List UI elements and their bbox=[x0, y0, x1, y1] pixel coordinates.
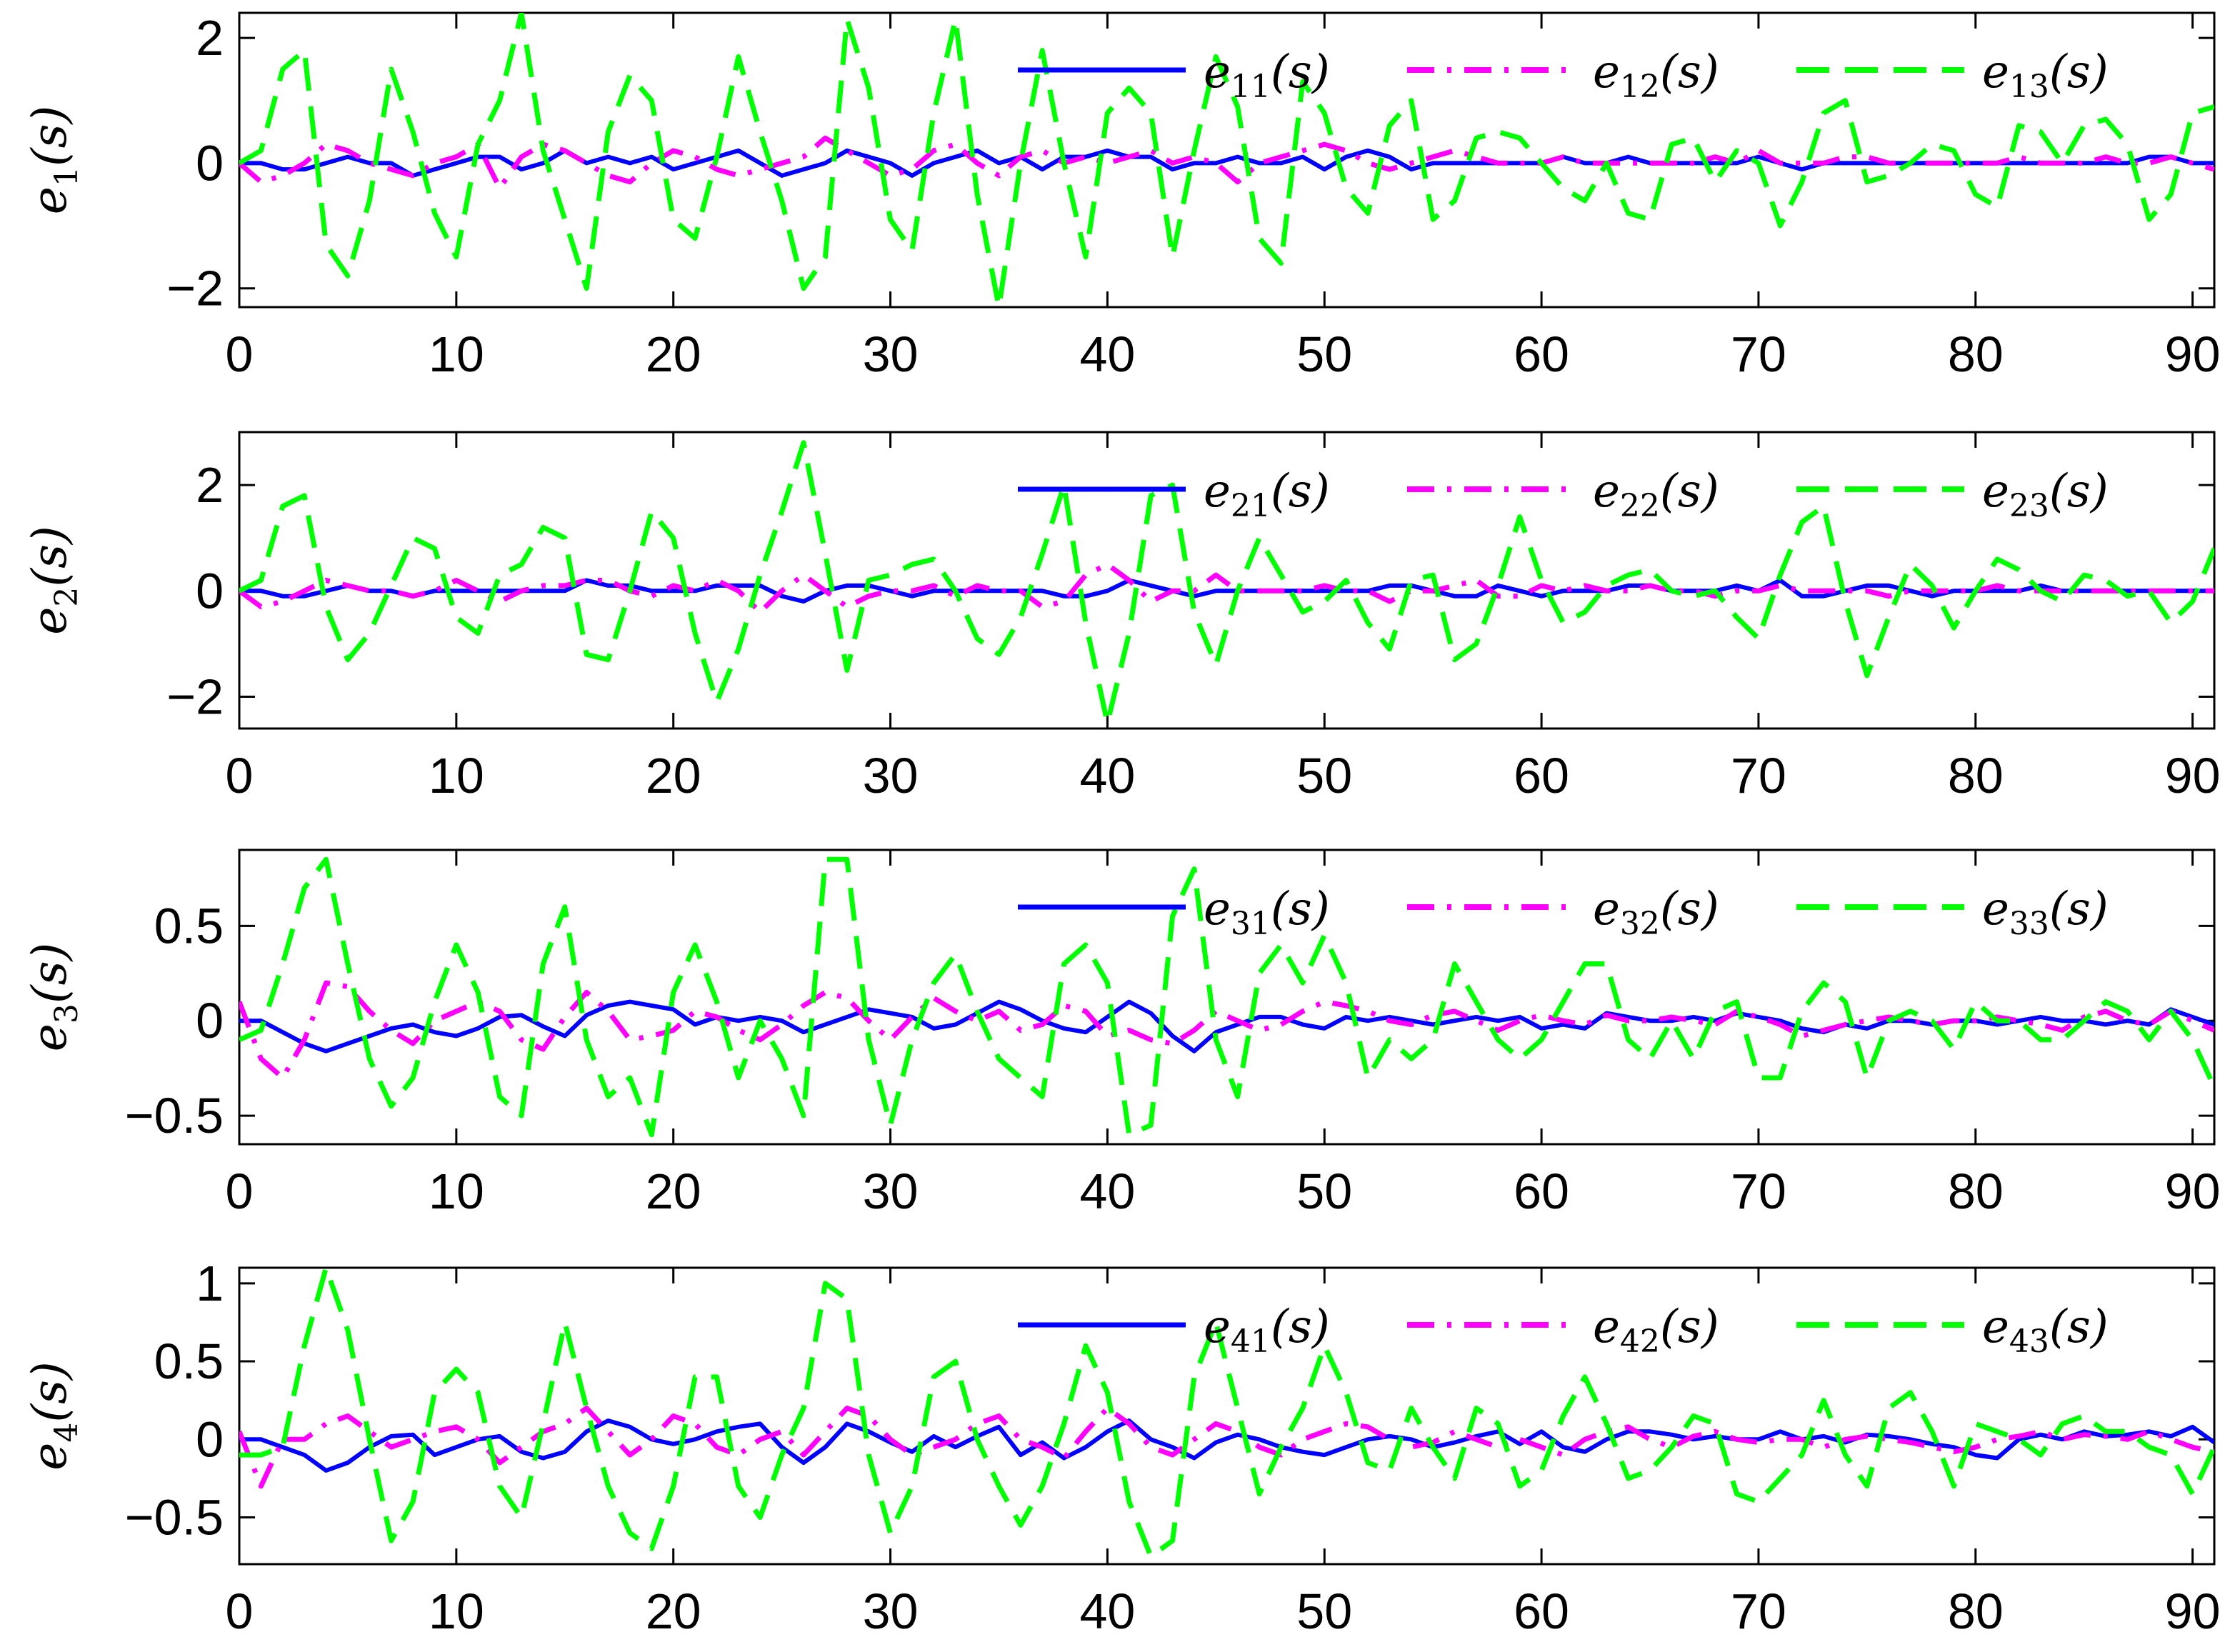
x-tick-label: 40 bbox=[1079, 1583, 1135, 1639]
y-axis-label: e1(s) bbox=[22, 106, 85, 214]
x-tick-label: 60 bbox=[1514, 1163, 1569, 1219]
legend: e11(s) e12(s) e13(s) bbox=[1018, 46, 2109, 105]
y-tick-label: 2 bbox=[196, 457, 224, 513]
legend: e41(s) e42(s) e43(s) bbox=[1018, 1301, 2109, 1360]
series-line-22 bbox=[239, 561, 2214, 615]
x-tick-label: 0 bbox=[226, 1163, 254, 1219]
series-line-12 bbox=[239, 135, 2214, 191]
legend-label-13: e13(s) bbox=[1982, 46, 2109, 105]
legend-label-42: e42(s) bbox=[1593, 1301, 1719, 1360]
y-tick-label: 2 bbox=[196, 10, 224, 66]
x-tick-label: 40 bbox=[1079, 326, 1135, 382]
y-tick-label: 0 bbox=[196, 563, 224, 619]
series-line-31 bbox=[239, 999, 2214, 1053]
x-tick-label: 80 bbox=[1948, 748, 2004, 804]
plot-area bbox=[239, 440, 2214, 726]
x-tick-label: 80 bbox=[1948, 1583, 2004, 1639]
x-tick-label: 90 bbox=[2165, 326, 2221, 382]
legend-label-32: e32(s) bbox=[1593, 883, 1719, 942]
y-tick-label: 0.5 bbox=[154, 898, 224, 953]
x-tick-label: 0 bbox=[226, 1583, 254, 1639]
x-tick-label: 10 bbox=[429, 748, 484, 804]
series-line-21 bbox=[239, 578, 2214, 604]
y-tick-label: 0 bbox=[196, 135, 224, 191]
axes-frame bbox=[238, 848, 2216, 1146]
legend-label-31: e31(s) bbox=[1204, 883, 1330, 942]
legend-label-11: e11(s) bbox=[1204, 46, 1330, 105]
series-line-42 bbox=[239, 1406, 2214, 1489]
x-tick-label: 90 bbox=[2165, 1583, 2221, 1639]
y-tick-label: −0.5 bbox=[125, 1489, 224, 1545]
x-tick-label: 0 bbox=[226, 326, 254, 382]
series-line-23 bbox=[239, 440, 2214, 726]
x-tick-label: 30 bbox=[863, 748, 919, 804]
x-tick-label: 10 bbox=[429, 1583, 484, 1639]
y-tick-label: 0 bbox=[196, 1411, 224, 1467]
legend: e21(s) e22(s) e23(s) bbox=[1018, 465, 2109, 524]
x-tick-label: 90 bbox=[2165, 748, 2221, 804]
y-axis-label: e2(s) bbox=[22, 526, 85, 634]
x-tick-label: 20 bbox=[646, 748, 701, 804]
legend-label-21: e21(s) bbox=[1204, 465, 1330, 524]
plot-area bbox=[239, 13, 2214, 307]
x-tick-label: 20 bbox=[646, 1163, 701, 1219]
x-tick-label: 60 bbox=[1514, 748, 1569, 804]
x-tick-label: 30 bbox=[863, 1583, 919, 1639]
subplot-3: 0 10 20 30 40 50 60 70 80 90−0.500.5e3(s)e31(s) e3… bbox=[22, 848, 2221, 1219]
x-tick-label: 60 bbox=[1514, 326, 1569, 382]
y-axis-label: e3(s) bbox=[22, 943, 85, 1051]
legend-label-33: e33(s) bbox=[1982, 883, 2109, 942]
y-tick-label: −2 bbox=[166, 669, 224, 725]
x-tick-label: 70 bbox=[1731, 1583, 1786, 1639]
x-tick-label: 80 bbox=[1948, 326, 2004, 382]
legend-label-22: e22(s) bbox=[1593, 465, 1719, 524]
x-tick-label: 10 bbox=[429, 326, 484, 382]
x-tick-label: 20 bbox=[646, 326, 701, 382]
x-tick-label: 50 bbox=[1296, 326, 1352, 382]
x-tick-label: 90 bbox=[2165, 1163, 2221, 1219]
x-tick-label: 50 bbox=[1296, 1583, 1352, 1639]
axes-frame bbox=[238, 1266, 2216, 1566]
legend-label-12: e12(s) bbox=[1593, 46, 1719, 105]
x-tick-label: 0 bbox=[226, 748, 254, 804]
y-tick-label: −2 bbox=[166, 261, 224, 316]
series-line-13 bbox=[239, 13, 2214, 307]
y-tick-label: −0.5 bbox=[125, 1088, 224, 1143]
x-tick-label: 70 bbox=[1731, 748, 1786, 804]
x-tick-label: 80 bbox=[1948, 1163, 2004, 1219]
x-tick-label: 60 bbox=[1514, 1583, 1569, 1639]
axes-frame bbox=[238, 11, 2216, 309]
series-line-41 bbox=[239, 1418, 2214, 1473]
x-tick-label: 10 bbox=[429, 1163, 484, 1219]
x-tick-label: 30 bbox=[863, 326, 919, 382]
x-tick-label: 40 bbox=[1079, 1163, 1135, 1219]
x-tick-label: 30 bbox=[863, 1163, 919, 1219]
legend-label-43: e43(s) bbox=[1982, 1301, 2109, 1360]
x-tick-label: 50 bbox=[1296, 1163, 1352, 1219]
legend-label-41: e41(s) bbox=[1204, 1301, 1330, 1360]
x-tick-label: 20 bbox=[646, 1583, 701, 1639]
legend-label-23: e23(s) bbox=[1982, 465, 2109, 524]
x-tick-label: 70 bbox=[1731, 326, 1786, 382]
series-line-43 bbox=[239, 1268, 2214, 1559]
x-tick-label: 50 bbox=[1296, 748, 1352, 804]
plot-area bbox=[239, 1268, 2214, 1559]
y-tick-label: 1 bbox=[196, 1256, 224, 1311]
y-axis-label: e4(s) bbox=[22, 1361, 85, 1470]
plot-area bbox=[239, 856, 2214, 1138]
x-tick-label: 40 bbox=[1079, 748, 1135, 804]
axes-frame bbox=[238, 431, 2216, 730]
y-tick-label: 0.5 bbox=[154, 1333, 224, 1389]
x-tick-label: 70 bbox=[1731, 1163, 1786, 1219]
legend: e31(s) e32(s) e33(s) bbox=[1018, 883, 2109, 942]
series-line-32 bbox=[239, 980, 2214, 1081]
y-tick-label: 0 bbox=[196, 993, 224, 1048]
